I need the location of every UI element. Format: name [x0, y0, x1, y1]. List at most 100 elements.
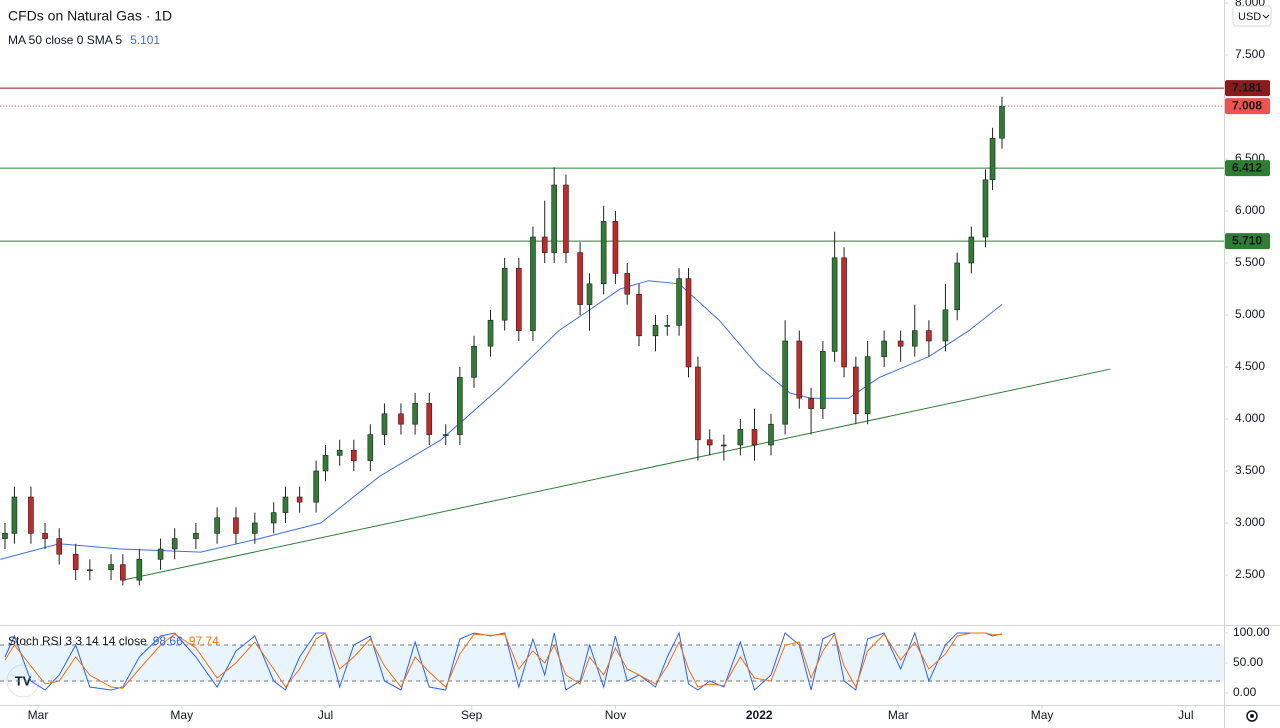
y-tick-label: 50.00: [1233, 655, 1263, 669]
candle-body: [695, 366, 701, 441]
level-label: 7.181: [1232, 80, 1262, 94]
candle-body: [72, 553, 79, 571]
stoch-legend-label: Stoch RSI 3 3 14 14 close: [8, 634, 147, 648]
ma-legend: MA 50 close 0 SMA 5 5.101: [8, 33, 160, 47]
candle-body: [676, 278, 682, 326]
candle-body: [541, 236, 548, 253]
settings-icon[interactable]: [1246, 710, 1258, 722]
candle-body: [796, 340, 803, 399]
logo-circle: [6, 664, 40, 698]
candle-body: [808, 397, 814, 409]
candle-body: [563, 184, 569, 253]
level-label: 5.710: [1232, 233, 1262, 247]
candle-body: [367, 434, 374, 461]
candle-body: [954, 262, 960, 311]
y-tick-label: 8.000: [1235, 0, 1265, 9]
currency-button[interactable]: USD: [1232, 5, 1272, 27]
y-tick-label: 4.000: [1235, 411, 1265, 425]
logo-mark: TV: [15, 673, 32, 688]
x-tick-label: Sep: [461, 708, 483, 722]
stoch-line: [4, 632, 1003, 689]
currency[interactable]: USD: [1238, 11, 1261, 23]
x-tick-label: Mar: [888, 708, 909, 722]
candle-body: [296, 496, 303, 503]
candle-body: [612, 221, 619, 274]
chart-title: CFDs on Natural Gas · 1D: [8, 8, 172, 24]
y-tick-label: 3.000: [1235, 515, 1265, 529]
candle-body: [214, 517, 220, 534]
candle-body: [551, 184, 557, 253]
stoch-legend-value: 98.66: [153, 634, 183, 648]
gear[interactable]: [1246, 710, 1258, 722]
candle-body: [471, 345, 477, 378]
candle-body: [457, 377, 463, 435]
candle-body: [737, 429, 744, 446]
ma-legend-label: MA 50 close 0 SMA 5: [8, 33, 122, 47]
candle-body: [56, 538, 63, 555]
candle-body: [853, 366, 859, 415]
candle-body: [157, 548, 164, 560]
level-tag: [1225, 80, 1270, 97]
candle-body: [897, 340, 904, 347]
candle-body: [911, 330, 918, 347]
candle-body: [664, 325, 671, 327]
candle-body: [982, 179, 989, 238]
level-label: 6.412: [1232, 160, 1262, 174]
candle-body: [171, 538, 178, 550]
candle-body: [426, 403, 433, 435]
y-tick-label: 0.00: [1233, 685, 1257, 699]
candle-body: [313, 470, 319, 503]
candle-body: [270, 512, 277, 524]
candle-body: [751, 429, 758, 446]
gear-center[interactable]: [1250, 714, 1254, 718]
candle-body: [442, 434, 449, 436]
last-price-label: 7.008: [1232, 98, 1262, 112]
y-tick-label: 7.500: [1235, 47, 1265, 61]
y-tick-label: 100.00: [1233, 625, 1270, 639]
candle-body: [487, 319, 494, 347]
x-tick-label: Nov: [605, 708, 626, 722]
candle-body: [42, 533, 48, 539]
candle-body: [706, 439, 713, 446]
dropdown-arrow[interactable]: [1262, 14, 1270, 19]
candle-body: [108, 564, 114, 571]
y-tick-label: 5.500: [1235, 255, 1265, 269]
candle-body: [120, 564, 126, 581]
candle-body: [193, 533, 199, 539]
candle-body: [336, 449, 343, 456]
ma-line: [0, 280, 1003, 560]
y-tick-label: 5.000: [1235, 307, 1265, 321]
x-tick-label: Jul: [318, 708, 333, 722]
candle-body: [721, 444, 727, 447]
candle-body: [820, 351, 826, 409]
candle-body: [782, 340, 788, 425]
candle-body: [2, 533, 8, 539]
candle-body: [989, 137, 996, 181]
candle-body: [586, 283, 593, 305]
candle-body: [252, 522, 258, 534]
candle-body: [233, 517, 239, 534]
candle-body: [864, 356, 871, 415]
currency-box[interactable]: [1232, 5, 1272, 27]
candle-body: [768, 423, 774, 446]
tv-logo: TV: [6, 664, 40, 698]
last-price-tag: [1225, 98, 1270, 115]
stoch-pane: [0, 631, 1224, 691]
candle-body: [624, 273, 631, 295]
ma-legend-value: 5.101: [130, 33, 160, 47]
candle-body: [322, 455, 329, 472]
candle-body: [398, 413, 404, 425]
x-tick-label: Jul: [1178, 708, 1193, 722]
stoch-legend: Stoch RSI 3 3 14 14 close 98.66 97.74: [8, 634, 219, 648]
x-tick-label: May: [1031, 708, 1054, 722]
trend-line: [122, 368, 1111, 581]
candle-body: [577, 252, 583, 305]
stoch-legend-value: 97.74: [189, 634, 219, 648]
y-tick-label: 2.500: [1235, 567, 1265, 581]
candle-body: [516, 267, 522, 331]
candle-body: [136, 559, 143, 581]
candle-body: [351, 449, 357, 461]
candle-body: [926, 330, 932, 342]
